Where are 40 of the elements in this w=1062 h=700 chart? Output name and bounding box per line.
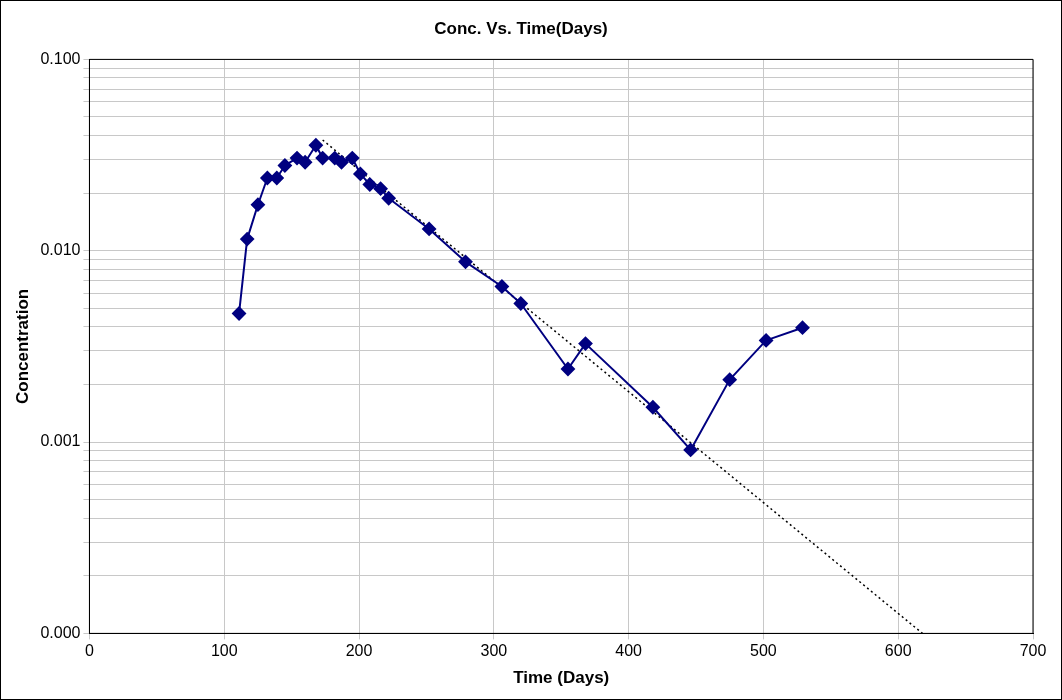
x-axis-title: Time (Days) bbox=[513, 668, 610, 688]
point bbox=[422, 221, 437, 236]
x-tick-label: 500 bbox=[750, 642, 777, 660]
point bbox=[345, 151, 360, 166]
point bbox=[334, 155, 349, 170]
point bbox=[513, 296, 528, 311]
y-tick-label: 0.001 bbox=[40, 432, 81, 450]
point bbox=[362, 177, 377, 192]
point bbox=[645, 400, 660, 415]
chart-title: Conc. Vs. Time(Days) bbox=[434, 18, 608, 38]
x-tick-label: 100 bbox=[210, 642, 238, 660]
x-tick-label: 600 bbox=[884, 642, 912, 660]
point bbox=[560, 361, 575, 376]
point bbox=[298, 155, 313, 170]
point bbox=[315, 151, 330, 166]
x-tick-label: 400 bbox=[615, 642, 643, 660]
point bbox=[683, 442, 698, 457]
x-tick-label: 700 bbox=[1019, 642, 1047, 660]
y-tick-label: 0.010 bbox=[40, 241, 81, 259]
y-axis-title: Concentration bbox=[12, 288, 32, 405]
point bbox=[381, 191, 396, 206]
point bbox=[578, 336, 593, 351]
point bbox=[232, 306, 247, 321]
x-tick-label: 200 bbox=[345, 642, 373, 660]
point bbox=[458, 254, 473, 269]
y-tick-label: 0.100 bbox=[40, 49, 81, 67]
y-tick-label: 0.000 bbox=[40, 623, 81, 641]
point bbox=[353, 166, 368, 181]
point bbox=[494, 279, 509, 294]
x-tick-label: 0 bbox=[84, 642, 94, 660]
point bbox=[308, 138, 323, 153]
point bbox=[759, 333, 774, 348]
point bbox=[722, 372, 737, 387]
point bbox=[290, 151, 305, 166]
point bbox=[250, 197, 265, 212]
x-tick-label: 300 bbox=[480, 642, 508, 660]
point bbox=[373, 181, 388, 196]
point bbox=[277, 158, 292, 173]
point bbox=[795, 320, 810, 335]
point bbox=[240, 232, 255, 247]
